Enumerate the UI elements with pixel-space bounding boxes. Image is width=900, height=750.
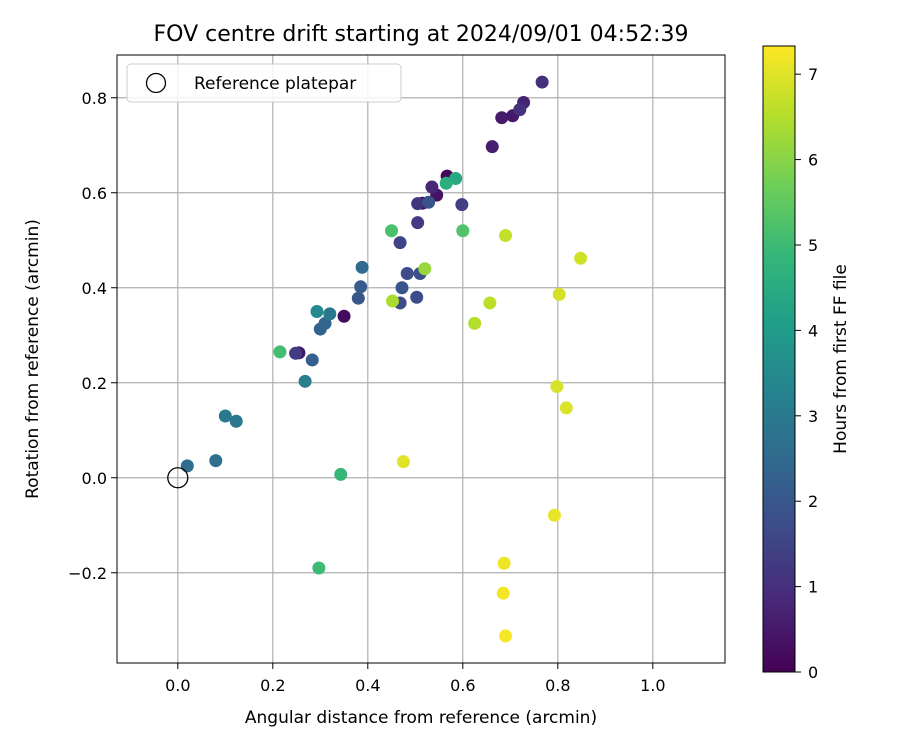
- colorbar-tick-label: 7: [808, 65, 818, 84]
- data-point: [483, 296, 497, 310]
- data-point: [456, 224, 470, 238]
- data-point: [499, 229, 513, 242]
- colorbar-tick-label: 5: [808, 236, 818, 255]
- data-point: [418, 262, 432, 276]
- x-tick-label: 0.2: [260, 676, 285, 695]
- legend-label-reference: Reference platepar: [194, 74, 356, 94]
- y-tick-label: 0.8: [82, 89, 107, 108]
- data-point: [395, 281, 409, 295]
- reference-platepar-marker: [167, 467, 189, 489]
- data-point: [305, 353, 319, 367]
- x-tick-label: 0.0: [165, 676, 190, 695]
- grid: [117, 55, 725, 663]
- colorbar: 0 1 2 3 4 5 6 7 Hours from first FF file: [762, 45, 851, 682]
- colorbar-tick-label: 3: [808, 407, 818, 426]
- colorbar-tick-label: 1: [808, 578, 818, 597]
- data-point: [337, 309, 351, 323]
- x-tick-label: 1.0: [640, 676, 665, 695]
- colorbar-tick-label: 0: [808, 663, 818, 682]
- data-point: [298, 374, 312, 388]
- data-point: [422, 195, 436, 209]
- data-point: [310, 305, 324, 318]
- data-point: [552, 287, 566, 301]
- data-point: [351, 291, 365, 305]
- data-point: [411, 197, 425, 211]
- data-point: [218, 409, 232, 423]
- data-point: [411, 216, 425, 230]
- data-point: [513, 103, 527, 117]
- legend-box: [126, 63, 402, 103]
- data-point: [496, 586, 510, 600]
- x-axis-ticks: 0.0 0.2 0.4 0.6 0.8 1.0: [165, 663, 666, 695]
- data-point: [273, 345, 287, 359]
- data-points: [167, 75, 588, 643]
- data-point: [547, 508, 561, 522]
- data-point: [180, 459, 194, 473]
- data-point: [334, 467, 348, 481]
- data-point: [497, 556, 511, 570]
- y-tick-label: 0.2: [82, 374, 107, 393]
- y-tick-label: −0.2: [68, 564, 107, 583]
- data-point: [550, 380, 564, 394]
- colorbar-gradient: [762, 45, 796, 673]
- y-axis-label: Rotation from reference (arcmin): [23, 219, 43, 499]
- x-tick-label: 0.8: [545, 676, 570, 695]
- data-point: [468, 316, 482, 330]
- colorbar-tick-label: 6: [808, 151, 818, 170]
- x-tick-label: 0.4: [355, 676, 380, 695]
- data-point: [312, 561, 326, 575]
- legend: Reference platepar: [126, 63, 402, 103]
- y-tick-label: 0.0: [82, 469, 107, 488]
- data-point: [425, 180, 439, 194]
- legend-reference-marker: [145, 72, 167, 94]
- data-point: [495, 111, 509, 125]
- colorbar-tick-label: 2: [808, 492, 818, 511]
- data-point: [535, 75, 549, 89]
- colorbar-tick-label: 4: [808, 321, 818, 340]
- data-point: [559, 401, 573, 415]
- data-point: [209, 454, 223, 468]
- data-point: [229, 414, 243, 428]
- data-point: [410, 290, 424, 304]
- data-point: [485, 140, 499, 154]
- data-point: [439, 176, 453, 190]
- data-point: [400, 267, 414, 280]
- data-point: [355, 260, 369, 274]
- x-tick-label: 0.6: [450, 676, 475, 695]
- data-point: [455, 198, 469, 212]
- y-tick-label: 0.4: [82, 279, 107, 298]
- colorbar-label: Hours from first FF file: [831, 264, 851, 454]
- data-point: [385, 224, 399, 238]
- data-point: [289, 346, 303, 360]
- data-point: [574, 251, 588, 265]
- data-point: [354, 280, 368, 294]
- data-point: [499, 629, 513, 643]
- data-point: [393, 236, 407, 250]
- colorbar-ticks: 0 1 2 3 4 5 6 7: [795, 65, 818, 682]
- data-point: [396, 455, 410, 469]
- x-axis-label: Angular distance from reference (arcmin): [245, 708, 597, 728]
- chart-title: FOV centre drift starting at 2024/09/01 …: [154, 22, 689, 47]
- y-axis-ticks: −0.2 0.0 0.2 0.4 0.6 0.8: [68, 89, 117, 583]
- data-point: [323, 307, 337, 321]
- data-point: [386, 294, 399, 308]
- y-tick-label: 0.6: [82, 184, 107, 203]
- plot-frame: [116, 54, 726, 664]
